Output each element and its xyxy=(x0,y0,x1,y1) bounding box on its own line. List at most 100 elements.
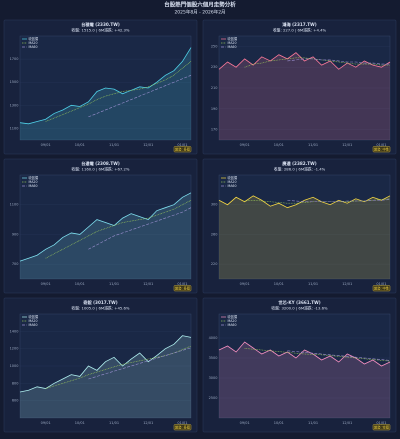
legend-label: MA60 xyxy=(228,45,237,49)
chart-title: 台積電 (2330.TW) xyxy=(81,21,120,28)
y-tick-label: 1200 xyxy=(10,347,19,351)
x-tick-label: 11/01 xyxy=(109,143,119,147)
legend-label: 收盤價 xyxy=(29,175,39,180)
legend-label: 收盤價 xyxy=(228,175,238,180)
chart-title: 世芯-KY (3661.TW) xyxy=(278,299,320,306)
plot-area xyxy=(218,313,391,419)
x-tick-label: 01/01 xyxy=(376,282,386,286)
y-tick-label: 1100 xyxy=(10,126,19,130)
y-tick-label: 1000 xyxy=(10,364,19,368)
x-tick-label: 11/01 xyxy=(109,421,119,425)
badge xyxy=(372,285,391,292)
y-tick-label: 190 xyxy=(211,107,218,111)
y-tick-label: 4000 xyxy=(209,336,218,340)
legend-label: 收盤價 xyxy=(228,314,238,319)
y-tick-label: 2500 xyxy=(209,396,218,400)
series-line xyxy=(287,58,390,65)
x-tick-label: 01/01 xyxy=(177,143,187,147)
badge-label: 趨勢: 多頭 xyxy=(175,424,191,429)
y-tick-label: 1700 xyxy=(10,57,19,61)
badge-label: 趨勢: 中性 xyxy=(374,146,390,151)
legend-label: MA20 xyxy=(228,180,237,184)
x-tick-label: 12/01 xyxy=(143,143,153,147)
y-tick-label: 800 xyxy=(12,381,19,385)
series-line xyxy=(88,207,192,250)
badge xyxy=(372,146,391,153)
y-tick-label: 1100 xyxy=(10,203,19,207)
chart-title: 廣達 (2382.TW) xyxy=(281,160,316,167)
chart-subtitle: 收盤: 3200.0 | 6M漲跌: -13.6% xyxy=(271,306,328,311)
legend-label: MA20 xyxy=(29,319,38,323)
series-line xyxy=(287,199,391,203)
x-tick-label: 09/01 xyxy=(240,421,250,425)
x-tick-label: 09/01 xyxy=(240,143,250,147)
x-tick-label: 09/01 xyxy=(41,421,51,425)
legend-label: MA20 xyxy=(29,180,38,184)
x-tick-label: 01/01 xyxy=(177,421,187,425)
x-tick-label: 11/01 xyxy=(308,421,318,425)
x-tick-label: 11/01 xyxy=(109,282,119,286)
x-tick-label: 12/01 xyxy=(342,143,352,147)
chart-title: 奇鋐 (3017.TW) xyxy=(83,299,117,306)
x-tick-label: 10/01 xyxy=(274,143,284,147)
series-line xyxy=(218,341,391,367)
series-line xyxy=(45,199,192,259)
x-tick-label: 11/01 xyxy=(308,143,318,147)
y-tick-label: 300 xyxy=(211,203,218,207)
y-tick-label: 260 xyxy=(211,232,218,236)
y-tick-label: 900 xyxy=(12,232,19,236)
x-tick-label: 11/01 xyxy=(308,282,318,286)
badge-label: 趨勢: 中性 xyxy=(374,285,390,290)
page-subtitle: 2025年8月 - 2026年2月 xyxy=(174,9,225,16)
area-fill xyxy=(219,342,390,418)
y-tick-label: 600 xyxy=(12,399,19,403)
badge xyxy=(173,146,192,153)
series-line xyxy=(244,198,391,204)
area-fill xyxy=(20,192,191,279)
chart-subtitle: 收盤: 286.0 | 6M漲跌: -1.4% xyxy=(274,167,326,172)
chart-subtitle: 收盤: 227.0 | 6M漲跌: +4.4% xyxy=(273,28,327,33)
y-tick-label: 210 xyxy=(211,86,218,90)
x-tick-label: 12/01 xyxy=(342,421,352,425)
plot-area xyxy=(19,174,192,280)
y-tick-label: 170 xyxy=(211,128,218,132)
page-title: 台股熱門個股六個月走勢分析 xyxy=(164,1,236,9)
y-tick-label: 230 xyxy=(211,65,218,69)
series-line xyxy=(218,52,391,70)
y-tick-label: 1300 xyxy=(10,103,19,107)
badge-label: 趨勢: 空頭 xyxy=(374,424,390,429)
area-fill xyxy=(219,52,390,140)
chart-title: 鴻海 (2317.TW) xyxy=(282,21,316,28)
x-tick-label: 01/01 xyxy=(177,282,187,286)
y-tick-label: 220 xyxy=(211,262,218,266)
series-line xyxy=(19,47,192,125)
x-tick-label: 10/01 xyxy=(75,282,85,286)
badge xyxy=(173,424,192,431)
x-tick-label: 12/01 xyxy=(143,282,153,286)
x-tick-label: 12/01 xyxy=(342,282,352,286)
series-line xyxy=(244,57,390,68)
series-line xyxy=(45,61,192,122)
series-line xyxy=(88,75,192,118)
x-tick-label: 10/01 xyxy=(274,421,284,425)
y-tick-label: 3000 xyxy=(209,376,218,380)
legend-label: 收盤價 xyxy=(29,36,39,41)
x-tick-label: 12/01 xyxy=(143,421,153,425)
series-line xyxy=(19,335,192,393)
badge-label: 趨勢: 多頭 xyxy=(175,146,191,151)
area-fill xyxy=(219,195,390,279)
y-tick-label: 1500 xyxy=(10,80,19,84)
area-fill xyxy=(20,47,191,140)
x-tick-label: 10/01 xyxy=(75,421,85,425)
legend-label: MA20 xyxy=(29,41,38,45)
y-tick-label: 250 xyxy=(211,44,218,48)
legend-label: MA20 xyxy=(228,41,237,45)
x-tick-label: 01/01 xyxy=(376,421,386,425)
series-line xyxy=(19,192,192,262)
badge-label: 趨勢: 多頭 xyxy=(175,285,191,290)
x-tick-label: 09/01 xyxy=(41,282,51,286)
badge xyxy=(372,424,391,431)
x-tick-label: 09/01 xyxy=(240,282,250,286)
badge xyxy=(173,285,192,292)
